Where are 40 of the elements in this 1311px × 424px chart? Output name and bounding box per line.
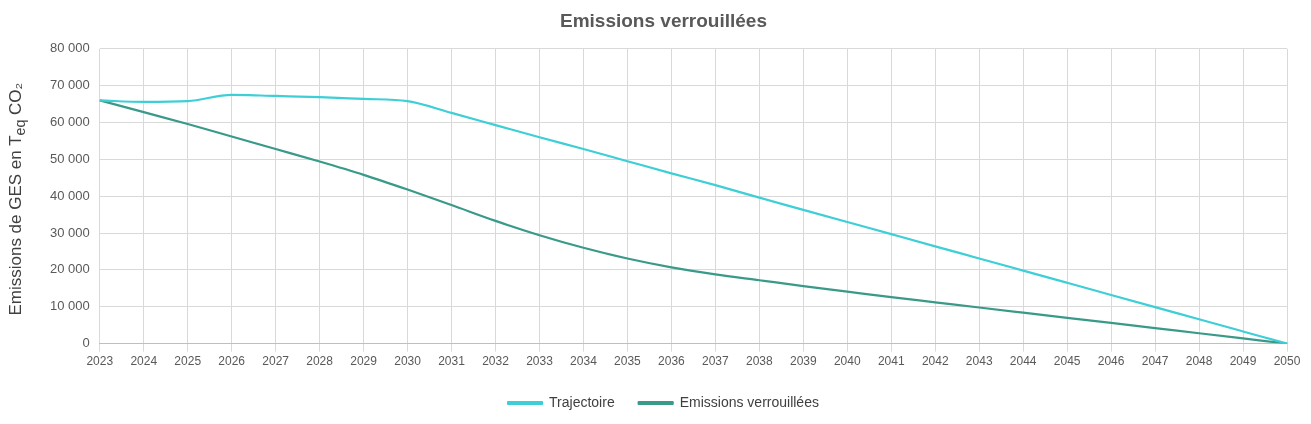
legend-label: Trajectoire <box>549 393 615 410</box>
x-tick-label: 2047 <box>1141 354 1169 369</box>
x-tick-label: 2049 <box>1229 354 1257 369</box>
x-tick-label: 2024 <box>130 354 158 369</box>
x-tick-label: 2031 <box>438 354 466 369</box>
y-tick-label: 0 <box>82 335 90 351</box>
x-tick-label: 2033 <box>526 354 554 369</box>
x-tick-label: 2036 <box>658 354 686 369</box>
y-tick-label: 20 000 <box>50 261 90 277</box>
chart-title: Emissions verrouillées <box>560 9 767 31</box>
x-tick-label: 2042 <box>921 354 949 369</box>
x-tick-label: 2039 <box>789 354 817 369</box>
y-tick-label: 30 000 <box>50 224 90 240</box>
x-tick-label: 2041 <box>877 354 905 369</box>
x-tick-label: 2040 <box>833 354 861 369</box>
x-tick-label: 2023 <box>86 354 114 369</box>
x-tick-label: 2043 <box>965 354 993 369</box>
y-tick-label: 50 000 <box>50 150 90 166</box>
x-tick-label: 2025 <box>174 354 202 369</box>
x-tick-label: 2035 <box>614 354 642 369</box>
x-tick-label: 2027 <box>262 354 290 369</box>
y-tick-label: 10 000 <box>50 298 90 314</box>
x-tick-label: 2050 <box>1273 354 1301 369</box>
x-tick-label: 2029 <box>350 354 378 369</box>
y-tick-label: 40 000 <box>50 187 90 203</box>
x-tick-label: 2030 <box>394 354 422 369</box>
x-tick-label: 2044 <box>1009 354 1037 369</box>
x-tick-label: 2046 <box>1097 354 1125 369</box>
x-tick-label: 2045 <box>1053 354 1081 369</box>
x-tick-label: 2037 <box>702 354 730 369</box>
x-tick-label: 2028 <box>306 354 334 369</box>
x-tick-label: 2038 <box>745 354 774 369</box>
y-tick-label: 70 000 <box>50 77 90 93</box>
legend-label: Emissions verrouillées <box>679 393 819 410</box>
y-tick-label: 80 000 <box>50 40 90 56</box>
y-tick-label: 60 000 <box>50 114 90 130</box>
x-tick-label: 2048 <box>1185 354 1213 369</box>
x-tick-label: 2026 <box>218 354 246 369</box>
x-tick-label: 2034 <box>570 354 598 369</box>
x-tick-label: 2032 <box>482 354 510 369</box>
